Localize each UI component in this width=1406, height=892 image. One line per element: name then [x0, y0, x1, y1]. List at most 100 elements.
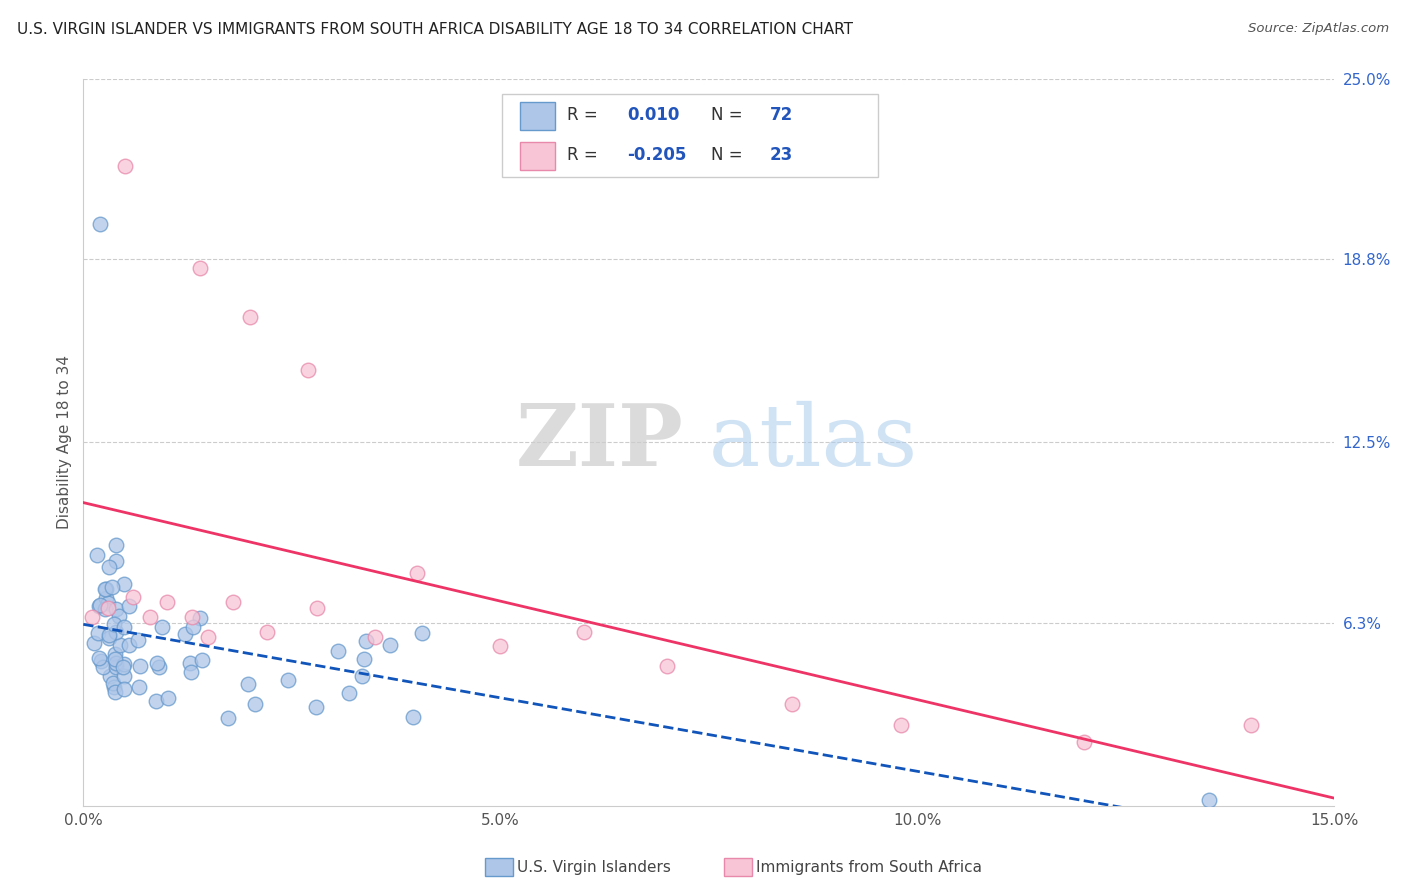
FancyBboxPatch shape: [502, 94, 877, 178]
Point: [145, 656, 167, 670]
Text: N =: N =: [711, 146, 748, 164]
Point: [156, 595, 179, 609]
Point: [489, 639, 512, 653]
Point: [104, 624, 127, 639]
Point: [94, 582, 117, 596]
Point: [139, 610, 162, 624]
Point: [112, 620, 135, 634]
Point: [238, 677, 260, 691]
Text: N =: N =: [711, 106, 748, 124]
Point: [104, 656, 127, 670]
Point: [122, 590, 145, 604]
Point: [118, 599, 141, 613]
Point: [98, 631, 121, 645]
Point: [239, 310, 262, 325]
Point: [104, 652, 127, 666]
Point: [86, 548, 108, 562]
Point: [305, 700, 328, 714]
Point: [256, 624, 278, 639]
Text: R =: R =: [568, 106, 603, 124]
Text: -0.205: -0.205: [627, 146, 688, 164]
Point: [104, 660, 127, 674]
Point: [107, 608, 129, 623]
Point: [401, 710, 423, 724]
Point: [103, 616, 125, 631]
Point: [112, 681, 135, 696]
Point: [378, 638, 401, 652]
Point: [101, 580, 124, 594]
Point: [104, 647, 127, 661]
Point: [105, 602, 128, 616]
Point: [411, 626, 433, 640]
Text: U.S. VIRGIN ISLANDER VS IMMIGRANTS FROM SOUTH AFRICA DISABILITY AGE 18 TO 34 COR: U.S. VIRGIN ISLANDER VS IMMIGRANTS FROM …: [17, 22, 853, 37]
Point: [89, 218, 111, 232]
Text: R =: R =: [568, 146, 603, 164]
Point: [112, 669, 135, 683]
Point: [97, 628, 120, 642]
Point: [352, 669, 374, 683]
Point: [572, 624, 595, 639]
Point: [297, 363, 319, 377]
Point: [197, 630, 219, 644]
Point: [181, 619, 204, 633]
Point: [148, 659, 170, 673]
Point: [94, 591, 117, 606]
Point: [108, 638, 131, 652]
Point: [89, 598, 111, 612]
Point: [364, 630, 387, 644]
Point: [83, 636, 105, 650]
Point: [90, 655, 112, 669]
Point: [128, 680, 150, 694]
Point: [87, 626, 110, 640]
Point: [114, 159, 136, 173]
Point: [1073, 735, 1095, 749]
Point: [890, 717, 912, 731]
Point: [104, 685, 127, 699]
Text: 0.010: 0.010: [627, 106, 681, 124]
Point: [152, 620, 174, 634]
Point: [112, 657, 135, 672]
Point: [80, 610, 103, 624]
Point: [129, 658, 152, 673]
Point: [222, 595, 245, 609]
Point: [174, 627, 197, 641]
Point: [354, 634, 377, 648]
Text: Immigrants from South Africa: Immigrants from South Africa: [756, 860, 983, 874]
Point: [179, 656, 201, 670]
Point: [1198, 793, 1220, 807]
Point: [118, 638, 141, 652]
Point: [277, 673, 299, 688]
Point: [326, 644, 349, 658]
Point: [97, 601, 120, 615]
Point: [406, 566, 429, 581]
Text: Source: ZipAtlas.com: Source: ZipAtlas.com: [1249, 22, 1389, 36]
Point: [190, 611, 212, 625]
Point: [111, 660, 134, 674]
Point: [180, 610, 202, 624]
Point: [127, 632, 149, 647]
Point: [780, 697, 803, 711]
Point: [98, 560, 121, 574]
Point: [180, 665, 202, 680]
Point: [103, 681, 125, 695]
Point: [101, 676, 124, 690]
Text: atlas: atlas: [709, 401, 918, 484]
Point: [104, 538, 127, 552]
Point: [87, 650, 110, 665]
Point: [104, 554, 127, 568]
Point: [112, 577, 135, 591]
Point: [96, 582, 118, 596]
Text: U.S. Virgin Islanders: U.S. Virgin Islanders: [517, 860, 671, 874]
Point: [245, 697, 267, 711]
Text: 23: 23: [770, 146, 793, 164]
Point: [217, 711, 239, 725]
Point: [305, 601, 328, 615]
Point: [655, 659, 678, 673]
Point: [98, 669, 121, 683]
Point: [156, 690, 179, 705]
Point: [97, 596, 120, 610]
Point: [190, 653, 212, 667]
Y-axis label: Disability Age 18 to 34: Disability Age 18 to 34: [58, 356, 72, 530]
Point: [188, 260, 211, 275]
Point: [89, 599, 111, 614]
